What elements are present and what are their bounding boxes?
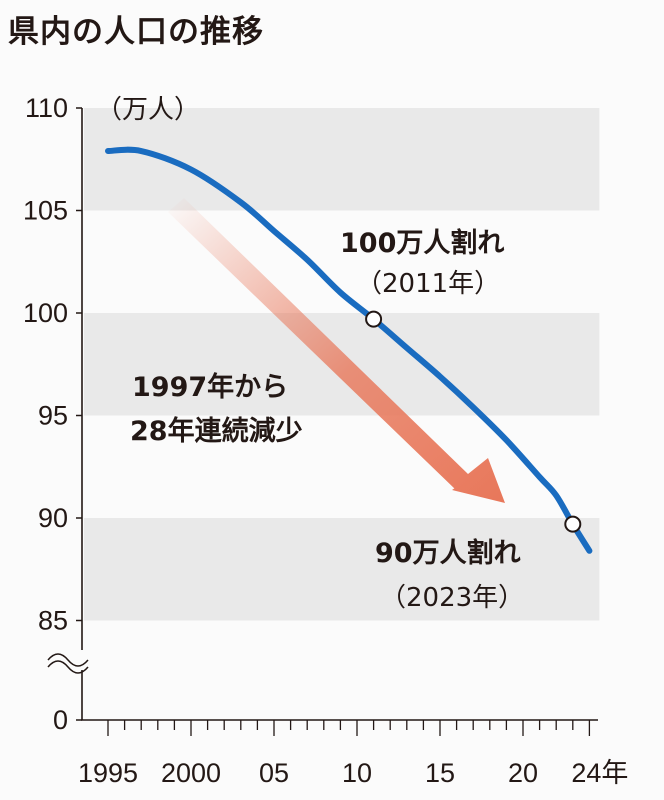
axis-break-icon	[47, 653, 89, 674]
highlight-point	[365, 310, 383, 328]
axis-break-gap	[55, 650, 105, 670]
y-tick-label: 100	[23, 298, 68, 328]
x-tick-label: 20	[508, 758, 538, 788]
annotation-trend-line1: 1997年から	[132, 371, 288, 403]
annotation-2011: （2011年）	[356, 269, 500, 299]
annotation-90man: 90万人割れ	[375, 537, 521, 569]
y-tick-label: 105	[23, 196, 68, 226]
annotation-2023: （2023年）	[380, 583, 524, 613]
x-tick-label: 10	[342, 758, 372, 788]
band	[84, 518, 600, 621]
x-tick-label: 2000	[161, 758, 221, 788]
y-tick-label: 110	[25, 93, 68, 123]
x-tick-label: 1995	[78, 758, 138, 788]
x-tick-label: 24年	[571, 758, 628, 788]
y-tick-label: 0	[53, 705, 68, 735]
population-line	[105, 146, 593, 554]
x-tick-label: 05	[259, 758, 289, 788]
highlight-point	[564, 515, 582, 533]
y-tick-label: 85	[38, 606, 68, 636]
unit-label: （万人）	[96, 95, 200, 125]
annotation-trend-line2: 28年連続減少	[130, 415, 303, 447]
chart-title: 県内の人口の推移	[8, 14, 264, 50]
trend-arrow	[168, 198, 505, 503]
y-tick-label: 90	[38, 503, 68, 533]
y-tick-label: 95	[38, 401, 68, 431]
annotation-100man: 100万人割れ	[340, 227, 504, 259]
x-tick-label: 15	[425, 758, 455, 788]
